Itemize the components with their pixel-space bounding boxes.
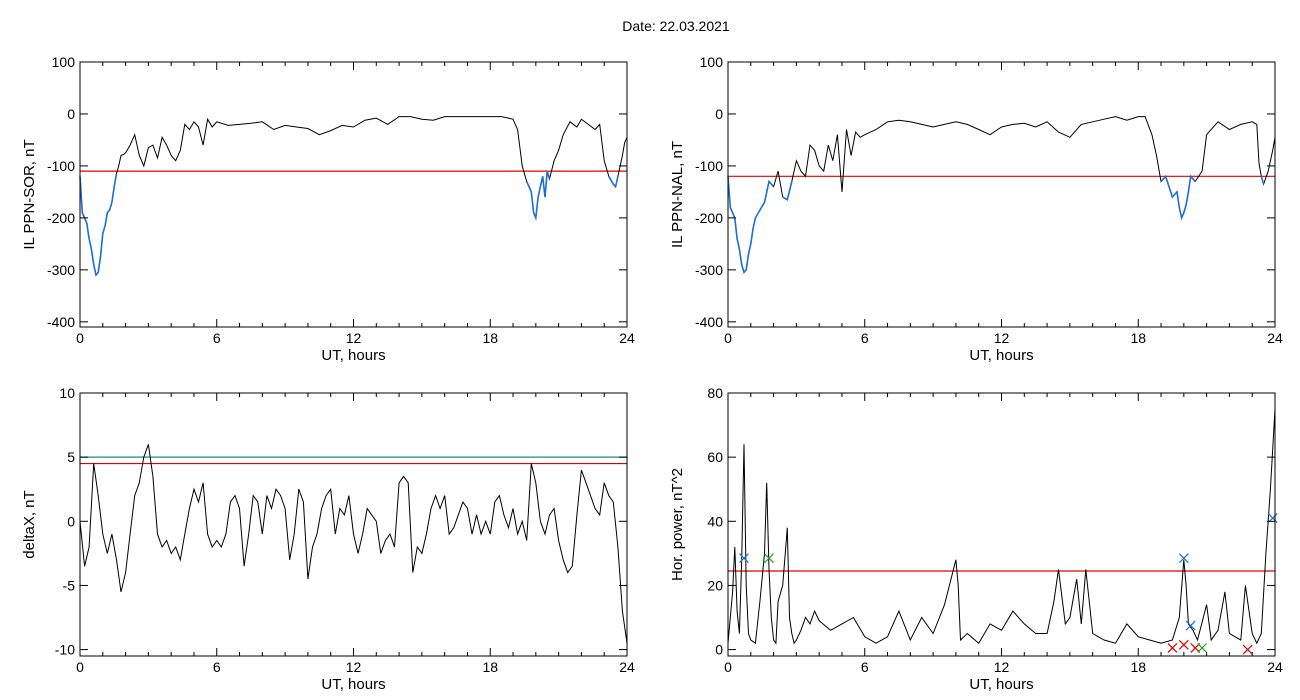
x-tick-label: 0 xyxy=(76,330,84,346)
x-axis-label: UT, hours xyxy=(321,676,385,693)
y-tick-label: 80 xyxy=(707,385,723,401)
x-tick-label: 24 xyxy=(1267,330,1283,346)
y-tick-label: -400 xyxy=(695,314,723,330)
x-tick-label: 24 xyxy=(619,659,635,675)
figure-title: Date: 22.03.2021 xyxy=(622,18,730,34)
marker-x xyxy=(1242,644,1253,655)
y-axis-label: Hor. power, nT^2 xyxy=(669,468,686,581)
x-axis-label: UT, hours xyxy=(969,347,1033,364)
marker-stroke xyxy=(1185,620,1196,631)
marker-x xyxy=(1167,643,1178,653)
y-tick-label: 0 xyxy=(67,106,75,122)
y-tick-label: -400 xyxy=(47,314,75,330)
y-tick-label: 0 xyxy=(67,513,75,529)
y-tick-label: -200 xyxy=(47,210,75,226)
x-axis-label: UT, hours xyxy=(321,347,385,364)
y-tick-label: 60 xyxy=(707,449,723,465)
plot-frame xyxy=(727,61,1276,328)
x-tick-label: 18 xyxy=(1130,330,1146,346)
x-tick-label: 24 xyxy=(1267,659,1283,675)
x-tick-label: 12 xyxy=(994,659,1010,675)
x-tick-label: 12 xyxy=(346,659,362,675)
marker-stroke xyxy=(1242,644,1253,655)
marker-x xyxy=(764,553,774,564)
x-tick-label: 12 xyxy=(346,330,362,346)
highlight-segment xyxy=(1260,176,1265,185)
y-tick-label: 0 xyxy=(715,642,723,658)
marker-x xyxy=(1178,639,1189,650)
x-tick-label: 12 xyxy=(994,330,1010,346)
y-tick-label: 100 xyxy=(52,54,76,70)
marker-stroke xyxy=(1178,553,1189,564)
x-tick-label: 6 xyxy=(213,330,221,346)
panel-hor-power: 0 6 12 18 24 80 60 40 20 0 UT, hours Hor. power, nT… xyxy=(669,385,1283,693)
y-tick-label: -200 xyxy=(695,210,723,226)
marker-x xyxy=(1185,620,1196,631)
y-tick-label: 20 xyxy=(707,577,723,593)
x-tick-label: 6 xyxy=(861,330,869,346)
y-tick-label: -5 xyxy=(63,577,76,593)
panel-sor: 0 6 12 18 24 100 0 -100 -200 -300 -400 UT, hours IL … xyxy=(21,54,635,364)
x-tick-label: 18 xyxy=(482,659,498,675)
highlight-segment xyxy=(525,170,551,222)
marker-x xyxy=(1197,643,1207,653)
highlight-segment xyxy=(608,175,619,189)
highlight-segment xyxy=(79,173,118,277)
marker-stroke xyxy=(1197,643,1207,653)
y-tick-label: 5 xyxy=(67,449,75,465)
x-tick-label: 6 xyxy=(861,659,869,675)
series-line xyxy=(79,444,628,644)
y-tick-label: 40 xyxy=(707,513,723,529)
marker-stroke xyxy=(739,553,749,564)
panel-deltax: 0 6 12 18 24 10 5 0 -5 -10 UT, hours deltaX, nT xyxy=(21,385,635,693)
x-tick-label: 6 xyxy=(213,659,221,675)
y-tick-label: -300 xyxy=(47,262,75,278)
y-tick-label: -10 xyxy=(55,642,75,658)
x-tick-label: 24 xyxy=(619,330,635,346)
x-tick-label: 0 xyxy=(724,330,732,346)
x-tick-label: 18 xyxy=(482,330,498,346)
y-tick-label: -100 xyxy=(47,158,75,174)
highlight-segment xyxy=(727,176,775,275)
marker-stroke xyxy=(764,553,774,564)
x-tick-label: 0 xyxy=(724,659,732,675)
highlight-segment xyxy=(782,181,793,201)
y-axis-label: IL PPN-SOR, nT xyxy=(21,139,38,249)
y-tick-label: 0 xyxy=(715,106,723,122)
y-tick-label: 100 xyxy=(700,54,724,70)
highlight-segment xyxy=(1160,174,1196,221)
x-tick-label: 18 xyxy=(1130,659,1146,675)
marker-stroke xyxy=(1167,643,1178,653)
marker-x xyxy=(739,553,749,564)
plot-frame xyxy=(727,392,1276,657)
y-axis-label: IL PPN-NAL, nT xyxy=(669,141,686,248)
marker-x xyxy=(1178,553,1189,564)
panel-nal: 0 6 12 18 24 100 0 -100 -200 -300 -400 UT, hours IL … xyxy=(669,54,1283,364)
y-tick-label: 10 xyxy=(59,385,75,401)
x-axis-label: UT, hours xyxy=(969,676,1033,693)
series-line xyxy=(727,116,1276,274)
series-line xyxy=(727,408,1276,645)
marker-stroke xyxy=(1178,639,1189,650)
x-tick-label: 0 xyxy=(76,659,84,675)
y-axis-label: deltaX, nT xyxy=(21,490,38,558)
plot-frame xyxy=(79,392,628,657)
y-tick-label: -100 xyxy=(695,158,723,174)
y-tick-label: -300 xyxy=(695,262,723,278)
